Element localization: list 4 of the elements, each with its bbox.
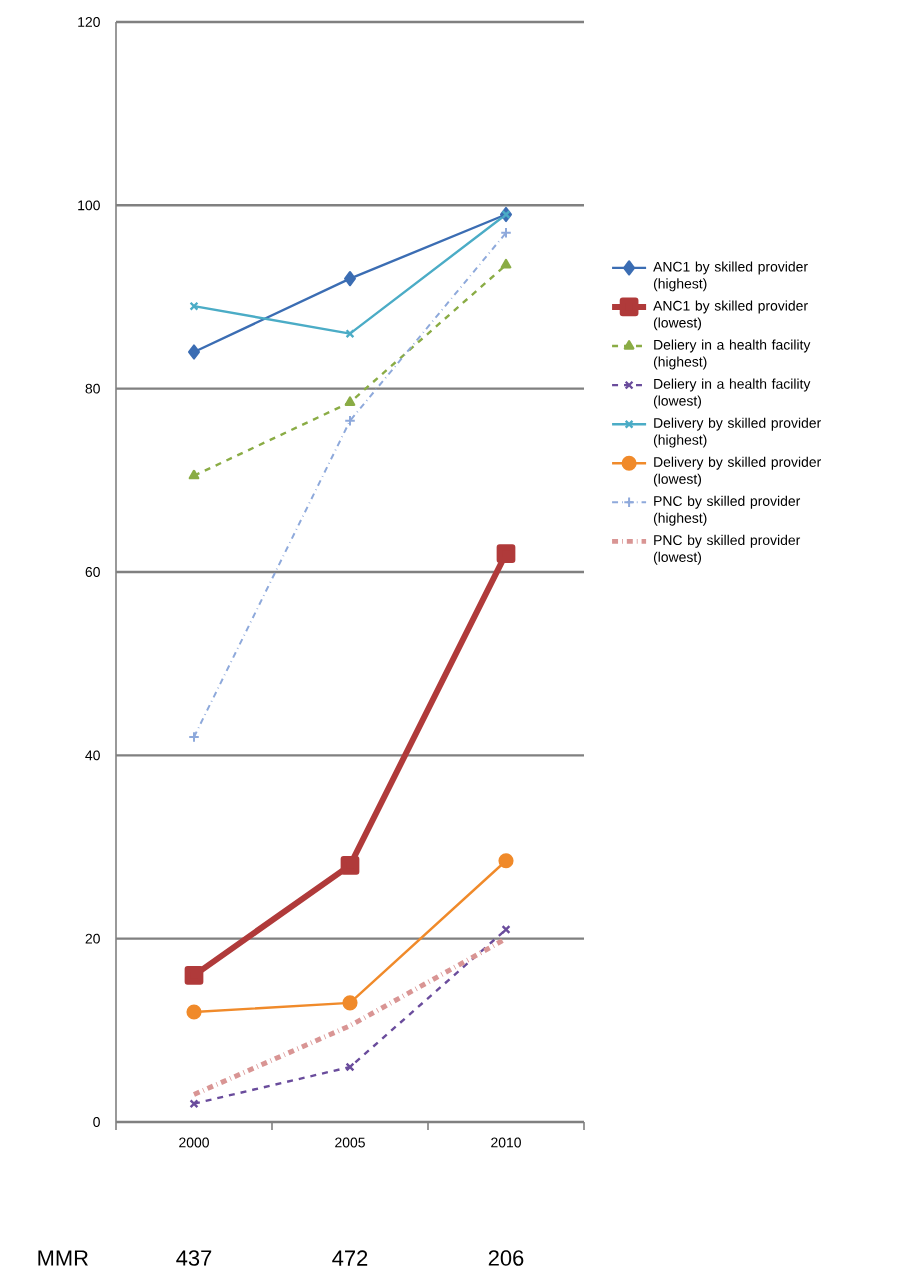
text: MMR (38, 1250, 88, 1266)
text: 472 (332, 1250, 368, 1266)
text: 206 (488, 1250, 524, 1266)
text: 437 (176, 1250, 212, 1266)
